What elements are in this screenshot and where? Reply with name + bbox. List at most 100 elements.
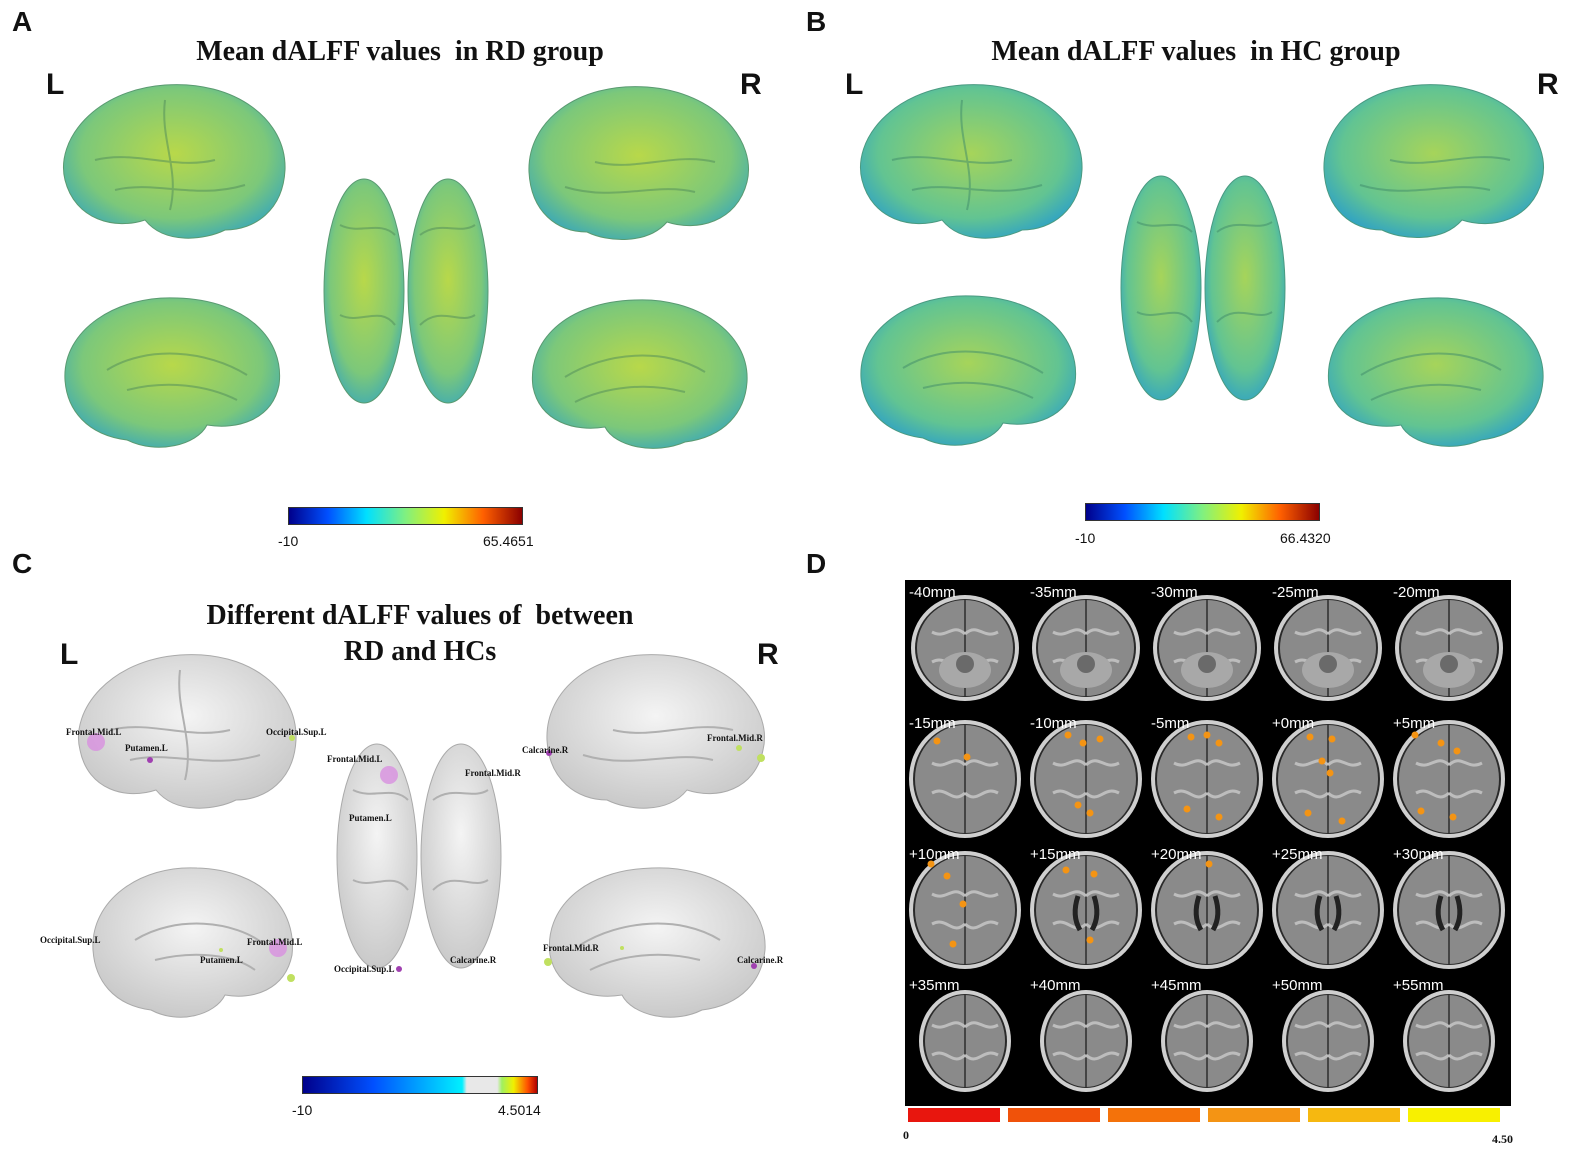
- axial-slice-grid: -40mm -35mm -30mm -25mm -20mm -15mm -10mm -5mm +…: [905, 580, 1511, 1106]
- panel-c-roi-label: Putamen.L: [200, 955, 243, 965]
- axial-slice: -15mm: [907, 713, 1024, 841]
- panel-a-left-label: L: [46, 68, 65, 101]
- panel-c-roi-label: Occipital.Sup.L: [40, 935, 101, 945]
- axial-slice: +20mm: [1149, 844, 1266, 972]
- axial-slice: +10mm: [907, 844, 1024, 972]
- panel-a-right-medial-brain: [525, 292, 755, 455]
- scale-segment: [1008, 1108, 1100, 1122]
- axial-slice: +5mm: [1391, 713, 1508, 841]
- axial-slice: +15mm: [1028, 844, 1145, 972]
- slice-label: -20mm: [1393, 584, 1440, 601]
- axial-slice: +0mm: [1270, 713, 1387, 841]
- panel-c-left-medial-brain: [85, 860, 300, 1025]
- panel-c-left-lateral-brain: [70, 650, 300, 815]
- axial-slice: +40mm: [1028, 975, 1145, 1103]
- slice-label: +15mm: [1030, 846, 1081, 863]
- panel-c-roi-label: Calcarine.R: [522, 745, 569, 755]
- axial-slice: +45mm: [1149, 975, 1266, 1103]
- slice-label: +0mm: [1272, 715, 1315, 732]
- panel-b-left-lateral-brain: [852, 80, 1087, 245]
- panel-d-scale-min: 0: [903, 1128, 909, 1142]
- panel-b-left-medial-brain: [852, 288, 1084, 453]
- slice-label: -5mm: [1151, 715, 1190, 732]
- panel-b-letter: B: [806, 6, 827, 37]
- axial-slice: -40mm: [907, 582, 1024, 710]
- axial-slice: +50mm: [1270, 975, 1387, 1103]
- panel-c-letter: C: [12, 548, 33, 579]
- axial-slice: +35mm: [907, 975, 1024, 1103]
- panel-b-dorsal-brain: [1117, 172, 1289, 404]
- panel-b-title: Mean dALFF values in HC group: [991, 36, 1401, 67]
- panel-b-colorbar: [1085, 503, 1320, 521]
- panel-c-roi-label: Putamen.L: [349, 813, 392, 823]
- panel-c-left-label: L: [60, 638, 79, 671]
- axial-slice: -10mm: [1028, 713, 1145, 841]
- panel-a-colorbar: [288, 507, 523, 525]
- panel-c-roi-label: Frontal.Mid.R: [543, 943, 599, 953]
- panel-c-title: Different dALFF values of between RD and…: [206, 600, 634, 667]
- panel-a-dorsal-brain: [320, 175, 492, 407]
- panel-b-right-medial-brain: [1320, 290, 1552, 453]
- panel-b-right-label: R: [1537, 68, 1559, 101]
- panel-c-roi-label: Frontal.Mid.L: [247, 937, 303, 947]
- slice-label: +30mm: [1393, 846, 1444, 863]
- axial-slice: -25mm: [1270, 582, 1387, 710]
- axial-slice: +30mm: [1391, 844, 1508, 972]
- panel-c-roi-label: Occipital.Sup.L: [334, 964, 395, 974]
- slice-label: +25mm: [1272, 846, 1323, 863]
- scale-segment: [908, 1108, 1000, 1122]
- panel-a-right-label: R: [740, 68, 762, 101]
- slice-label: +55mm: [1393, 977, 1444, 994]
- slice-label: +5mm: [1393, 715, 1436, 732]
- scale-segment: [1308, 1108, 1400, 1122]
- panel-c-roi-label: Calcarine.R: [450, 955, 497, 965]
- panel-c-roi-label: Calcarine.R: [737, 955, 784, 965]
- slice-label: +10mm: [909, 846, 960, 863]
- panel-c-roi-label: Putamen.L: [125, 743, 168, 753]
- axial-slice: +55mm: [1391, 975, 1508, 1103]
- slice-label: +45mm: [1151, 977, 1202, 994]
- slice-label: -25mm: [1272, 584, 1319, 601]
- panel-c-right-lateral-brain: [543, 650, 773, 815]
- scale-segment: [1208, 1108, 1300, 1122]
- panel-b-colorbar-min: -10: [1075, 530, 1096, 546]
- panel-c-roi-label: Frontal.Mid.L: [66, 727, 122, 737]
- slice-label: -15mm: [909, 715, 956, 732]
- scale-segment: [1408, 1108, 1500, 1122]
- panel-b-right-lateral-brain: [1320, 80, 1552, 243]
- panel-c-right-medial-brain: [540, 860, 773, 1025]
- panel-c-roi-label: Frontal.Mid.L: [327, 754, 383, 764]
- panel-d-scale-max: 4.50: [1492, 1132, 1513, 1146]
- slice-label: +50mm: [1272, 977, 1323, 994]
- panel-c-dorsal-brain: [333, 740, 505, 972]
- panel-a-colorbar-min: -10: [278, 533, 299, 549]
- slice-label: +35mm: [909, 977, 960, 994]
- panel-c-roi-label: Occipital.Sup.L: [266, 727, 327, 737]
- panel-a-letter: A: [12, 6, 33, 37]
- axial-slice: -35mm: [1028, 582, 1145, 710]
- panel-c-colorbar: [302, 1076, 538, 1094]
- panel-c-roi-label: Frontal.Mid.R: [707, 733, 763, 743]
- panel-c-colorbar-min: -10: [292, 1102, 313, 1118]
- panel-a-right-lateral-brain: [525, 82, 757, 245]
- slice-label: +20mm: [1151, 846, 1202, 863]
- panel-a-left-medial-brain: [57, 290, 287, 455]
- axial-slice: -20mm: [1391, 582, 1508, 710]
- scale-segment: [1108, 1108, 1200, 1122]
- panel-a-left-lateral-brain: [55, 80, 290, 245]
- panel-a-colorbar-max: 65.4651: [483, 533, 534, 549]
- panel-b-colorbar-max: 66.4320: [1280, 530, 1331, 546]
- panel-b-left-label: L: [845, 68, 864, 101]
- slice-label: -35mm: [1030, 584, 1077, 601]
- panel-a-title: Mean dALFF values in RD group: [196, 36, 604, 67]
- axial-slice: -30mm: [1149, 582, 1266, 710]
- axial-slice: +25mm: [1270, 844, 1387, 972]
- panel-c-roi-label: Frontal.Mid.R: [465, 768, 521, 778]
- slice-label: -40mm: [909, 584, 956, 601]
- slice-label: +40mm: [1030, 977, 1081, 994]
- slice-label: -10mm: [1030, 715, 1077, 732]
- panel-c-colorbar-max: 4.5014: [498, 1102, 541, 1118]
- axial-slice: -5mm: [1149, 713, 1266, 841]
- slice-label: -30mm: [1151, 584, 1198, 601]
- panel-d-letter: D: [806, 548, 827, 579]
